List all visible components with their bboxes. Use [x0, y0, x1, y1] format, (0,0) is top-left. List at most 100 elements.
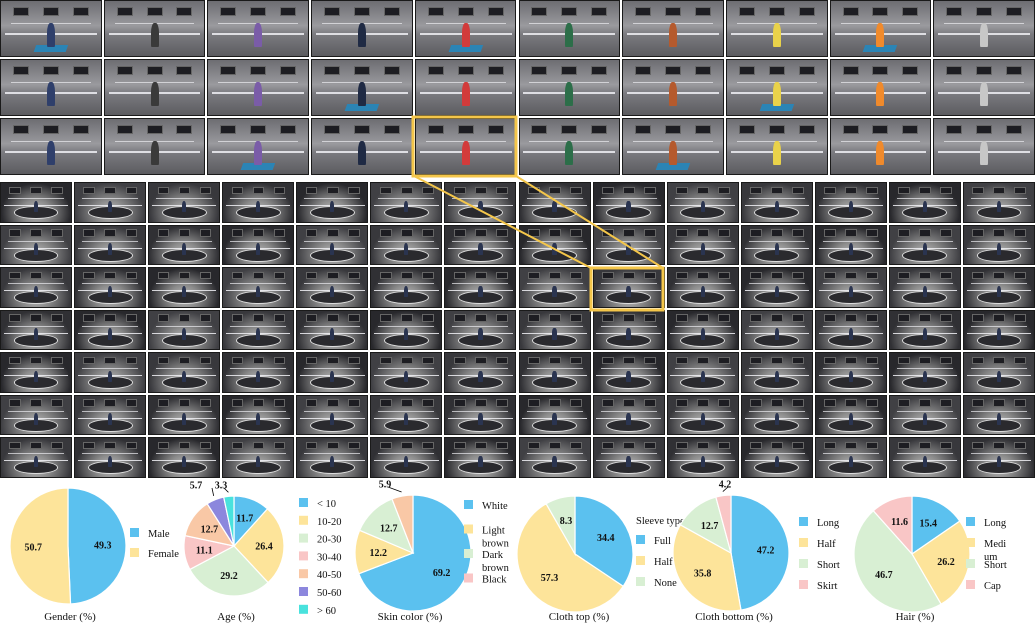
light-strip	[378, 325, 435, 327]
wall-screen	[527, 314, 540, 322]
pie-charts-svg: 49.3 50.7 Gender (%) Male Female 11.7 26.4 29.2…	[9, 480, 1007, 623]
photo-tile	[592, 309, 665, 350]
wall-screen	[273, 441, 286, 450]
legend-label: Half	[654, 557, 673, 568]
wall-screen	[421, 356, 434, 365]
light-strip	[82, 368, 139, 370]
photo-tile	[740, 224, 813, 265]
subject-figure	[46, 141, 55, 166]
light-strip	[674, 240, 731, 242]
wall-screen	[531, 6, 548, 17]
wall-screen	[457, 124, 474, 135]
wall-screen	[326, 271, 339, 280]
subject-figure	[700, 370, 705, 383]
wall-screen	[273, 399, 286, 407]
subject-figure	[46, 23, 55, 48]
wall-screen	[1014, 186, 1027, 195]
pie-chart-title: Age (%)	[217, 611, 255, 623]
legend-label: Full	[654, 536, 671, 547]
wall-screen	[718, 441, 730, 450]
legend-label: Medi	[984, 539, 1006, 550]
legend-label: um	[984, 552, 997, 563]
wall-screen	[697, 271, 709, 280]
subject-figure	[478, 328, 483, 340]
pie-slice-value: 12.7	[380, 524, 398, 535]
wall-screen	[83, 399, 96, 407]
photo-tile	[444, 437, 517, 478]
wall-screen	[495, 229, 508, 237]
photo-tile	[888, 309, 961, 350]
subject-figure	[182, 200, 187, 213]
light-strip	[304, 410, 361, 412]
subject-figure	[107, 200, 113, 213]
wall-screen	[601, 399, 614, 407]
wall-screen	[176, 65, 193, 76]
pie-slice	[189, 545, 269, 597]
light-strip	[674, 283, 731, 285]
wall-screen	[199, 399, 212, 407]
photo-tile	[518, 59, 621, 116]
wall-screen	[178, 186, 191, 195]
wall-screen	[83, 186, 96, 195]
wall-screen	[379, 186, 392, 195]
photo-tile	[814, 267, 887, 308]
photo-tile	[222, 267, 295, 308]
wall-screen	[940, 356, 953, 365]
wall-screen	[771, 229, 783, 237]
wall-screen	[902, 6, 919, 17]
wall-screen	[1014, 441, 1027, 450]
wall-screen	[146, 124, 163, 135]
wall-screen	[199, 186, 212, 195]
wall-screen	[280, 65, 297, 76]
wall-screen	[280, 124, 297, 135]
wall-screen	[305, 186, 318, 195]
wall-screen	[305, 441, 318, 450]
wall-screen	[798, 65, 815, 76]
legend-label: 20-30	[317, 535, 342, 546]
photo-tile	[518, 118, 621, 175]
wall-screen	[453, 399, 466, 407]
light-strip	[674, 410, 731, 412]
subject-figure	[330, 243, 335, 255]
light-strip	[896, 368, 953, 370]
pie-slice-value: 34.4	[597, 533, 615, 544]
subject-figure	[980, 23, 989, 48]
wall-screen	[919, 314, 932, 322]
wall-screen	[718, 356, 730, 365]
wall-screen	[9, 356, 22, 365]
wall-screen	[622, 229, 635, 237]
pie-slice-value: 5.7	[190, 481, 203, 492]
legend-swatch	[966, 580, 975, 589]
wall-screen	[280, 6, 297, 17]
wall-screen	[104, 186, 117, 195]
subject-figure	[478, 413, 483, 425]
subject-figure	[980, 82, 989, 107]
wall-screen	[421, 271, 434, 280]
light-strip	[526, 410, 583, 412]
wall-screen	[527, 441, 540, 450]
legend-swatch	[464, 549, 473, 558]
wall-screen	[487, 65, 504, 76]
wall-screen	[531, 65, 548, 76]
subject-figure	[107, 285, 113, 298]
wall-screen	[176, 124, 193, 135]
wall-screen	[453, 314, 466, 322]
subject-figure	[552, 285, 557, 298]
light-strip	[896, 453, 953, 455]
photo-tile	[740, 267, 813, 308]
wall-screen	[42, 6, 59, 17]
photo-tile	[518, 267, 591, 308]
subject-figure	[254, 141, 263, 166]
subject-figure	[876, 82, 885, 107]
light-strip	[896, 283, 953, 285]
wall-screen	[898, 186, 911, 195]
light-strip	[156, 283, 213, 285]
wall-screen	[72, 6, 89, 17]
wall-screen	[42, 65, 59, 76]
photo-tile	[814, 437, 887, 478]
wall-screen	[178, 271, 191, 280]
photo-tile	[666, 309, 739, 350]
photo-tile	[962, 394, 1035, 435]
subject-figure	[669, 82, 677, 107]
photo-tile	[148, 394, 221, 435]
